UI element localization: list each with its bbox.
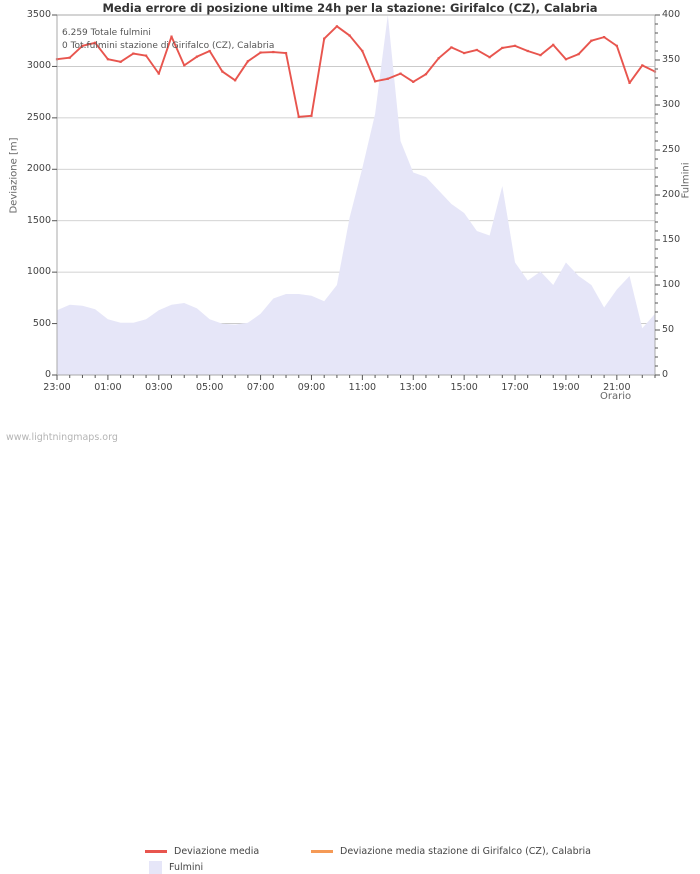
y-axis-right-tick: 100 [662,279,681,290]
legend-item-deviazione-media-stazione[interactable]: Deviazione media stazione di Girifalco (… [311,846,591,857]
y-axis-right-tick: 0 [662,369,669,380]
legend-swatch-area-icon [149,861,162,874]
y-axis-left-tick: 500 [32,317,51,329]
y-axis-left-tick: 1500 [26,214,51,226]
y-axis-left-tick: 2000 [26,163,51,175]
x-axis-tick: 11:00 [348,382,377,393]
x-axis-tick: 23:00 [43,382,71,393]
x-axis-tick: 17:00 [501,382,529,393]
y-axis-right-tick: 250 [662,144,681,155]
legend-item-fulmini[interactable]: Fulmini [145,861,203,874]
y-axis-right-tick: 350 [662,54,681,65]
x-axis-tick: 13:00 [399,382,427,393]
x-axis-tick: 15:00 [450,382,478,393]
x-axis-tick: 09:00 [297,382,326,393]
y-axis-left-tick: 1000 [26,266,51,278]
x-axis-tick: 21:00 [603,382,631,393]
x-axis-tick: 01:00 [94,382,122,393]
annotation-total-strokes: 6.259 Totale fulmini [62,28,151,38]
y-axis-left-tick: 0 [44,369,51,380]
y-axis-left-tick: 3000 [26,60,51,72]
chart-container: Media errore di posizione ultime 24h per… [6,1,692,874]
y-axis-right-tick: 200 [662,189,681,200]
y-axis-left-tick: 3500 [26,9,51,20]
x-axis-tick: 03:00 [145,382,173,393]
legend-label: Deviazione media [174,846,260,857]
plot-area [52,14,660,380]
legend-label: Deviazione media stazione di Girifalco (… [340,846,591,857]
legend-item-deviazione-media[interactable]: Deviazione media [145,846,259,857]
y-axis-right-tick: 50 [662,324,675,335]
y-axis-right-tick: 150 [662,234,681,245]
chart-title: Media errore di posizione ultime 24h per… [102,1,598,15]
y-axis-left-tick: 2500 [26,111,51,123]
x-axis-tick: 05:00 [195,382,224,393]
x-axis-tick: 19:00 [552,382,580,393]
legend-swatch-line-icon [311,850,333,853]
legend-swatch-line-icon [145,850,167,853]
y-axis-right-tick: 400 [662,9,681,20]
x-axis-label: Orario [600,391,632,402]
annotation-station-strokes: 0 Tot.fulmini stazione di Girifalco (CZ)… [62,41,275,51]
y-axis-left-label: Deviazione [m] [8,137,20,214]
x-axis-tick: 07:00 [246,382,275,393]
footer-watermark: www.lightningmaps.org [6,432,118,443]
legend-label: Fulmini [169,862,204,873]
y-axis-right-tick: 300 [662,99,681,110]
